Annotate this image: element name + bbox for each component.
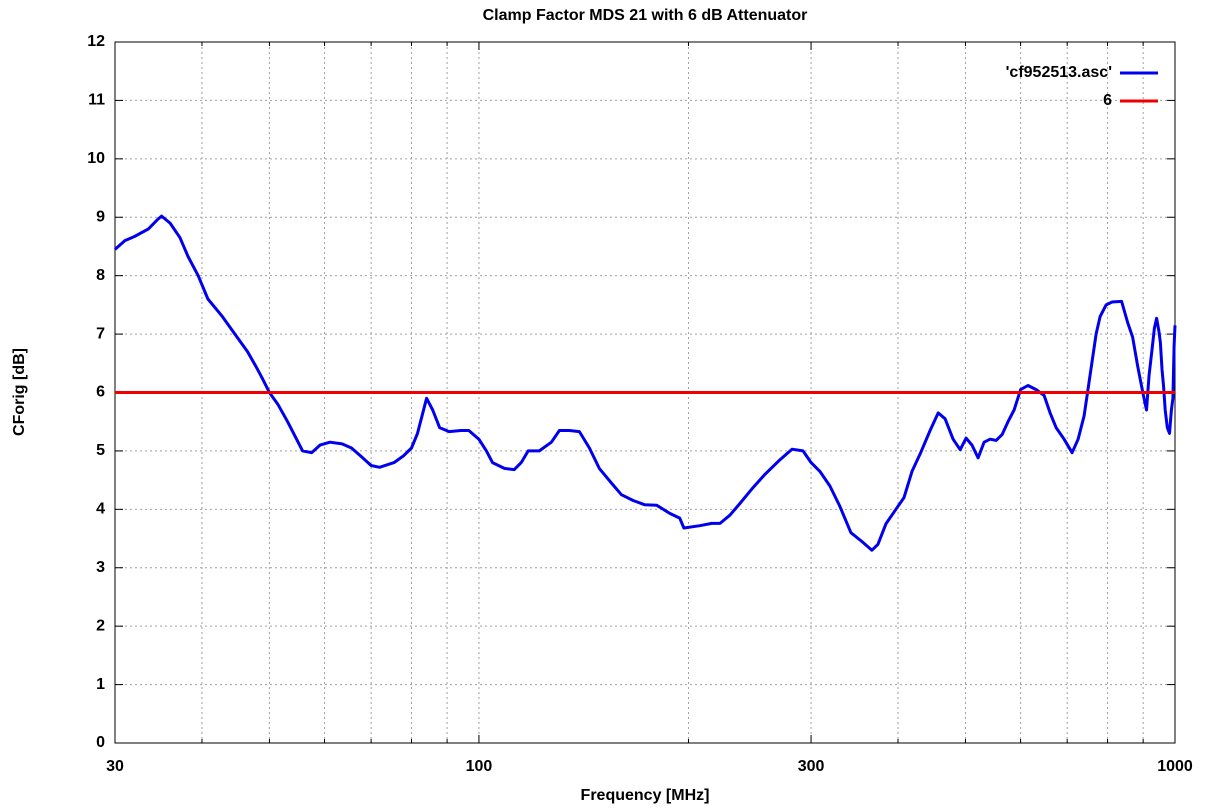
y-tick-label: 10 (87, 150, 105, 167)
y-tick-label: 11 (88, 92, 105, 109)
x-tick-label: 300 (798, 758, 825, 775)
y-tick-label: 12 (87, 33, 105, 50)
y-tick-label: 3 (96, 559, 105, 576)
legend-label: 6 (1103, 92, 1112, 109)
y-tick-label: 1 (96, 676, 105, 693)
y-tick-label: 2 (96, 617, 105, 634)
data-line (114, 214, 1177, 552)
x-tick-label: 30 (106, 758, 124, 775)
y-axis-label: CForig [dB] (11, 348, 28, 436)
y-tick-label: 9 (96, 208, 105, 225)
x-tick-label: 1000 (1157, 758, 1193, 775)
legend-label: 'cf952513.asc' (1006, 64, 1112, 81)
y-tick-label: 8 (96, 267, 105, 284)
x-axis-label: Frequency [MHz] (581, 787, 710, 804)
x-tick-label: 100 (466, 758, 493, 775)
chart-title: Clamp Factor MDS 21 with 6 dB Attenuator (483, 7, 808, 24)
y-tick-label: 4 (96, 501, 105, 518)
y-tick-label: 7 (96, 325, 105, 342)
y-tick-label: 5 (96, 442, 105, 459)
y-tick-label: 6 (96, 384, 105, 401)
y-tick-label: 0 (96, 734, 105, 751)
